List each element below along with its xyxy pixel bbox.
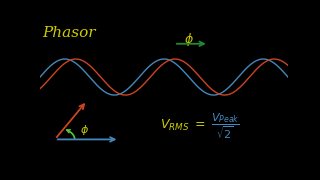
Text: Phasor: Phasor bbox=[43, 26, 96, 40]
Text: $V_{RMS}\ =$: $V_{RMS}\ =$ bbox=[160, 118, 206, 133]
Text: $\phi$: $\phi$ bbox=[80, 123, 89, 137]
Text: $\dfrac{V_{Peak}}{\sqrt{2}}$: $\dfrac{V_{Peak}}{\sqrt{2}}$ bbox=[211, 111, 240, 141]
Text: $\phi$: $\phi$ bbox=[184, 31, 194, 48]
